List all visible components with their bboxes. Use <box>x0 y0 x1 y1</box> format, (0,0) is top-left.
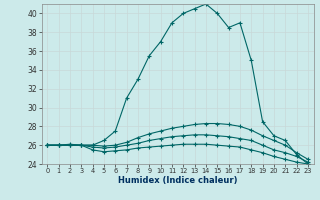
X-axis label: Humidex (Indice chaleur): Humidex (Indice chaleur) <box>118 176 237 185</box>
